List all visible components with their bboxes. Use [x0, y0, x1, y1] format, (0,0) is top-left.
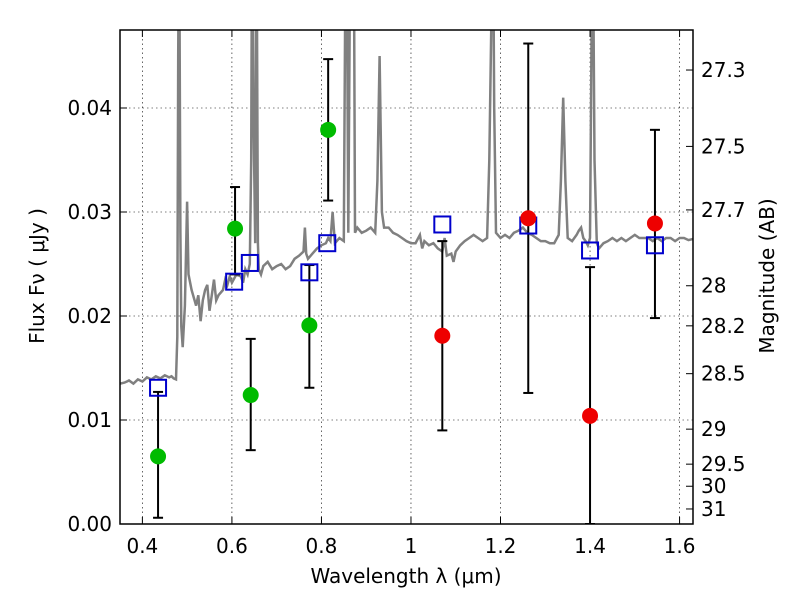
model-photometry-square: [225, 272, 244, 291]
model-photometry-square: [433, 215, 452, 234]
observed-point: [582, 407, 599, 424]
model-photometry-square: [300, 263, 319, 282]
model-photometry-square: [240, 253, 259, 272]
x-tick-label: 0.6: [216, 534, 248, 558]
x-tick-label: 1.4: [574, 534, 606, 558]
observed-point: [301, 317, 318, 334]
x-axis-title: Wavelength λ (μm): [310, 564, 501, 588]
x-tick-label: 0.4: [126, 534, 158, 558]
x-tick-label: 1: [405, 534, 418, 558]
gridlines: [120, 30, 693, 525]
magnitude-tick-label: 27.5: [701, 134, 746, 158]
x-tick-label: 1.2: [485, 534, 517, 558]
magnitude-tick-label: 28.2: [701, 314, 746, 338]
spectrum-layer: [120, 30, 693, 386]
magnitude-axis-title: Magnitude (AB): [755, 198, 779, 353]
model-photometry-square: [318, 234, 337, 253]
magnitude-tick-label: 28: [701, 274, 726, 298]
observed-point: [320, 121, 337, 138]
model-photometry-square: [581, 241, 600, 260]
magnitude-tick-label: 30: [701, 474, 726, 498]
y-tick-label: 0.00: [67, 512, 112, 536]
observed-point: [520, 210, 537, 227]
y-tick-label: 0.01: [67, 408, 112, 432]
plot-frame: [119, 29, 694, 525]
x-tick-label: 0.8: [306, 534, 338, 558]
model-photometry-square: [149, 378, 168, 397]
magnitude-tick-label: 29.5: [701, 452, 746, 476]
observed-point: [150, 448, 167, 465]
magnitude-tick-label: 27.7: [701, 198, 746, 222]
y-axis-title: Flux Fν ( μJy ): [25, 208, 49, 344]
observed-photometry-markers: [150, 121, 663, 465]
model-photometry-square: [645, 236, 664, 255]
model-spectrum-line: [120, 30, 693, 386]
magnitude-tick-label: 31: [701, 497, 726, 521]
observed-point: [434, 327, 451, 344]
observed-point: [227, 220, 244, 237]
y-tick-label: 0.04: [67, 96, 112, 120]
y-tick-label: 0.03: [67, 200, 112, 224]
observed-point: [646, 215, 663, 232]
error-bars: [153, 42, 660, 524]
magnitude-tick-label: 28.5: [701, 362, 746, 386]
observed-point: [242, 387, 259, 404]
magnitude-tick-label: 29: [701, 417, 726, 441]
x-tick-label: 1.6: [664, 534, 696, 558]
axis-ticks: 0.4 0.6 0.8 1 1.2 1.4 1.6 0.00 0.01 0.02 0.03 0.04 2…: [67, 30, 746, 558]
model-photometry-markers: [149, 215, 664, 397]
magnitude-tick-label: 27.3: [701, 58, 746, 82]
y-tick-label: 0.02: [67, 304, 112, 328]
